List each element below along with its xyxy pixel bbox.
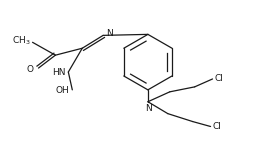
Text: Cl: Cl [214, 74, 224, 83]
Text: N: N [146, 104, 152, 113]
Text: N: N [106, 29, 113, 38]
Text: HN: HN [52, 67, 65, 77]
Text: OH: OH [56, 86, 69, 95]
Text: Cl: Cl [213, 122, 221, 131]
Text: O: O [26, 65, 33, 74]
Text: CH$_3$: CH$_3$ [12, 34, 31, 47]
